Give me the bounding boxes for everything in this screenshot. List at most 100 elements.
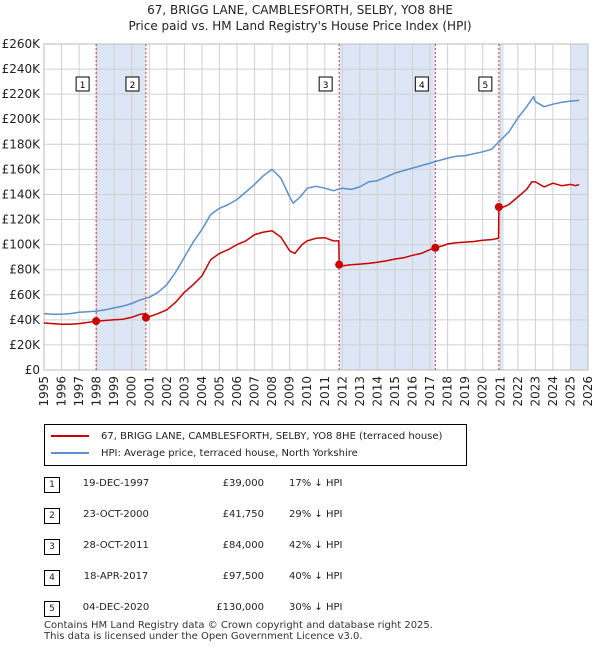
legend-item-property: 67, BRIGG LANE, CAMBLESFORTH, SELBY, YO8… xyxy=(51,429,442,443)
legend-label-hpi: HPI: Average price, terraced house, Nort… xyxy=(101,447,358,459)
sale-point xyxy=(494,203,503,211)
sale-marker-box xyxy=(414,76,429,92)
x-tick-label: 2010 xyxy=(300,376,314,407)
sale-row: 3 28-OCT-2011 £84,000 42% ↓ HPI xyxy=(44,535,464,566)
title-line-2: Price paid vs. HM Land Registry's House … xyxy=(128,19,472,33)
sale-hpi-diff: 29% ↓ HPI xyxy=(289,509,343,520)
sale-hpi-diff: 30% ↓ HPI xyxy=(289,602,343,613)
sale-date: 19-DEC-1997 xyxy=(82,478,150,489)
y-tick-label: £180K xyxy=(2,137,42,151)
sale-number-badge: 2 xyxy=(44,508,60,524)
footer-line-2: This data is licensed under the Open Gov… xyxy=(44,631,363,642)
sale-price: £130,000 xyxy=(216,602,264,613)
x-tick-label: 2022 xyxy=(511,376,525,407)
y-tick-label: £120K xyxy=(2,213,42,227)
x-tick-label: 2013 xyxy=(353,376,367,407)
y-tick-label: £0 xyxy=(25,363,40,377)
y-tick-label: £60K xyxy=(9,288,41,302)
sale-number-badge: 1 xyxy=(44,477,60,493)
y-tick-label: £240K xyxy=(2,62,42,76)
sale-row: 5 04-DEC-2020 £130,000 30% ↓ HPI xyxy=(44,597,464,628)
plot-border xyxy=(43,43,589,371)
x-tick-label: 2001 xyxy=(142,376,156,407)
x-tick-label: 1999 xyxy=(107,376,121,407)
x-tick-label: 2009 xyxy=(283,376,297,407)
x-tick-label: 2007 xyxy=(248,376,262,407)
x-tick-label: 2017 xyxy=(423,376,437,407)
sale-price: £41,750 xyxy=(222,509,264,520)
x-tick-label: 2018 xyxy=(441,376,455,407)
x-tick-label: 2003 xyxy=(177,376,191,407)
series-line-hpi xyxy=(43,95,580,315)
sale-number-badge: 4 xyxy=(44,570,60,586)
sale-marker-label: 4 xyxy=(419,81,425,91)
sale-marker-label: 5 xyxy=(482,81,488,91)
x-tick-label: 2004 xyxy=(195,376,209,407)
legend: 67, BRIGG LANE, CAMBLESFORTH, SELBY, YO8… xyxy=(44,424,467,466)
sale-marker-box xyxy=(125,76,140,92)
footer-line-1: Contains HM Land Registry data © Crown c… xyxy=(44,620,433,631)
sale-marker-label: 2 xyxy=(130,81,136,91)
x-tick-label: 2012 xyxy=(335,376,349,407)
sale-point xyxy=(335,260,344,269)
y-tick-label: £200K xyxy=(2,112,42,126)
x-tick-label: 2014 xyxy=(370,376,384,407)
x-tick-label: 2021 xyxy=(493,376,507,407)
x-tick-label: 2020 xyxy=(476,376,490,407)
sales-table: 1 19-DEC-1997 £39,000 17% ↓ HPI 2 23-OCT… xyxy=(44,473,464,628)
sale-row: 1 19-DEC-1997 £39,000 17% ↓ HPI xyxy=(44,473,464,504)
y-tick-label: £100K xyxy=(2,238,42,252)
sale-marker-label: 1 xyxy=(80,81,86,91)
sale-marker-label: 3 xyxy=(323,81,329,91)
sale-date: 23-OCT-2000 xyxy=(83,509,149,520)
sale-hpi-diff: 42% ↓ HPI xyxy=(289,540,343,551)
sale-price: £97,500 xyxy=(222,571,264,582)
sale-marker-box xyxy=(75,76,90,92)
y-tick-label: £40K xyxy=(9,313,41,327)
x-tick-label: 2023 xyxy=(528,376,542,407)
sale-point xyxy=(141,313,150,322)
sale-row: 4 18-APR-2017 £97,500 40% ↓ HPI xyxy=(44,566,464,597)
x-tick-label: 2016 xyxy=(406,376,420,407)
x-tick-label: 2006 xyxy=(230,376,244,407)
x-tick-label: 2015 xyxy=(388,376,402,407)
x-tick-label: 2025 xyxy=(563,376,577,407)
sale-date: 28-OCT-2011 xyxy=(83,540,149,551)
title-line-1: 67, BRIGG LANE, CAMBLESFORTH, SELBY, YO8… xyxy=(147,3,453,17)
y-tick-label: £160K xyxy=(2,162,42,176)
x-tick-label: 1996 xyxy=(55,376,69,407)
legend-item-hpi: HPI: Average price, terraced house, Nort… xyxy=(51,446,358,460)
sale-number-badge: 3 xyxy=(44,539,60,555)
y-tick-label: £20K xyxy=(9,338,41,352)
sale-number-badge: 5 xyxy=(44,601,60,617)
x-tick-label: 1995 xyxy=(37,376,51,407)
sale-point xyxy=(431,243,440,252)
sale-price: £84,000 xyxy=(222,540,264,551)
x-tick-label: 2019 xyxy=(458,376,472,407)
y-tick-label: £260K xyxy=(2,37,42,51)
y-tick-label: £80K xyxy=(9,263,41,277)
y-tick-label: £140K xyxy=(2,187,42,201)
sale-price: £39,000 xyxy=(222,478,264,489)
chart-title: 67, BRIGG LANE, CAMBLESFORTH, SELBY, YO8… xyxy=(0,2,600,34)
price-chart: £0 £20K £40K £60K £80K £100K £120K £140K £160K £1… xyxy=(2,37,595,407)
x-tick-label: 2000 xyxy=(125,376,139,407)
sale-point xyxy=(92,317,101,326)
x-tick-label: 2026 xyxy=(581,376,595,407)
legend-swatch-hpi xyxy=(51,452,89,454)
sale-date: 04-DEC-2020 xyxy=(82,602,150,613)
shaded-range xyxy=(339,44,436,370)
sale-row: 2 23-OCT-2000 £41,750 29% ↓ HPI xyxy=(44,504,464,535)
sale-hpi-diff: 17% ↓ HPI xyxy=(289,478,343,489)
legend-swatch-property xyxy=(51,435,89,437)
sale-hpi-diff: 40% ↓ HPI xyxy=(289,571,343,582)
x-tick-label: 1997 xyxy=(72,376,86,407)
legend-label-property: 67, BRIGG LANE, CAMBLESFORTH, SELBY, YO8… xyxy=(101,430,443,442)
footer: Contains HM Land Registry data © Crown c… xyxy=(44,620,433,642)
x-tick-label: 2024 xyxy=(546,376,560,407)
x-tick-label: 2011 xyxy=(318,376,332,407)
sale-date: 18-APR-2017 xyxy=(83,571,149,582)
x-tick-label: 2008 xyxy=(265,376,279,407)
x-tick-label: 1998 xyxy=(90,376,104,407)
x-tick-label: 2005 xyxy=(212,376,226,407)
